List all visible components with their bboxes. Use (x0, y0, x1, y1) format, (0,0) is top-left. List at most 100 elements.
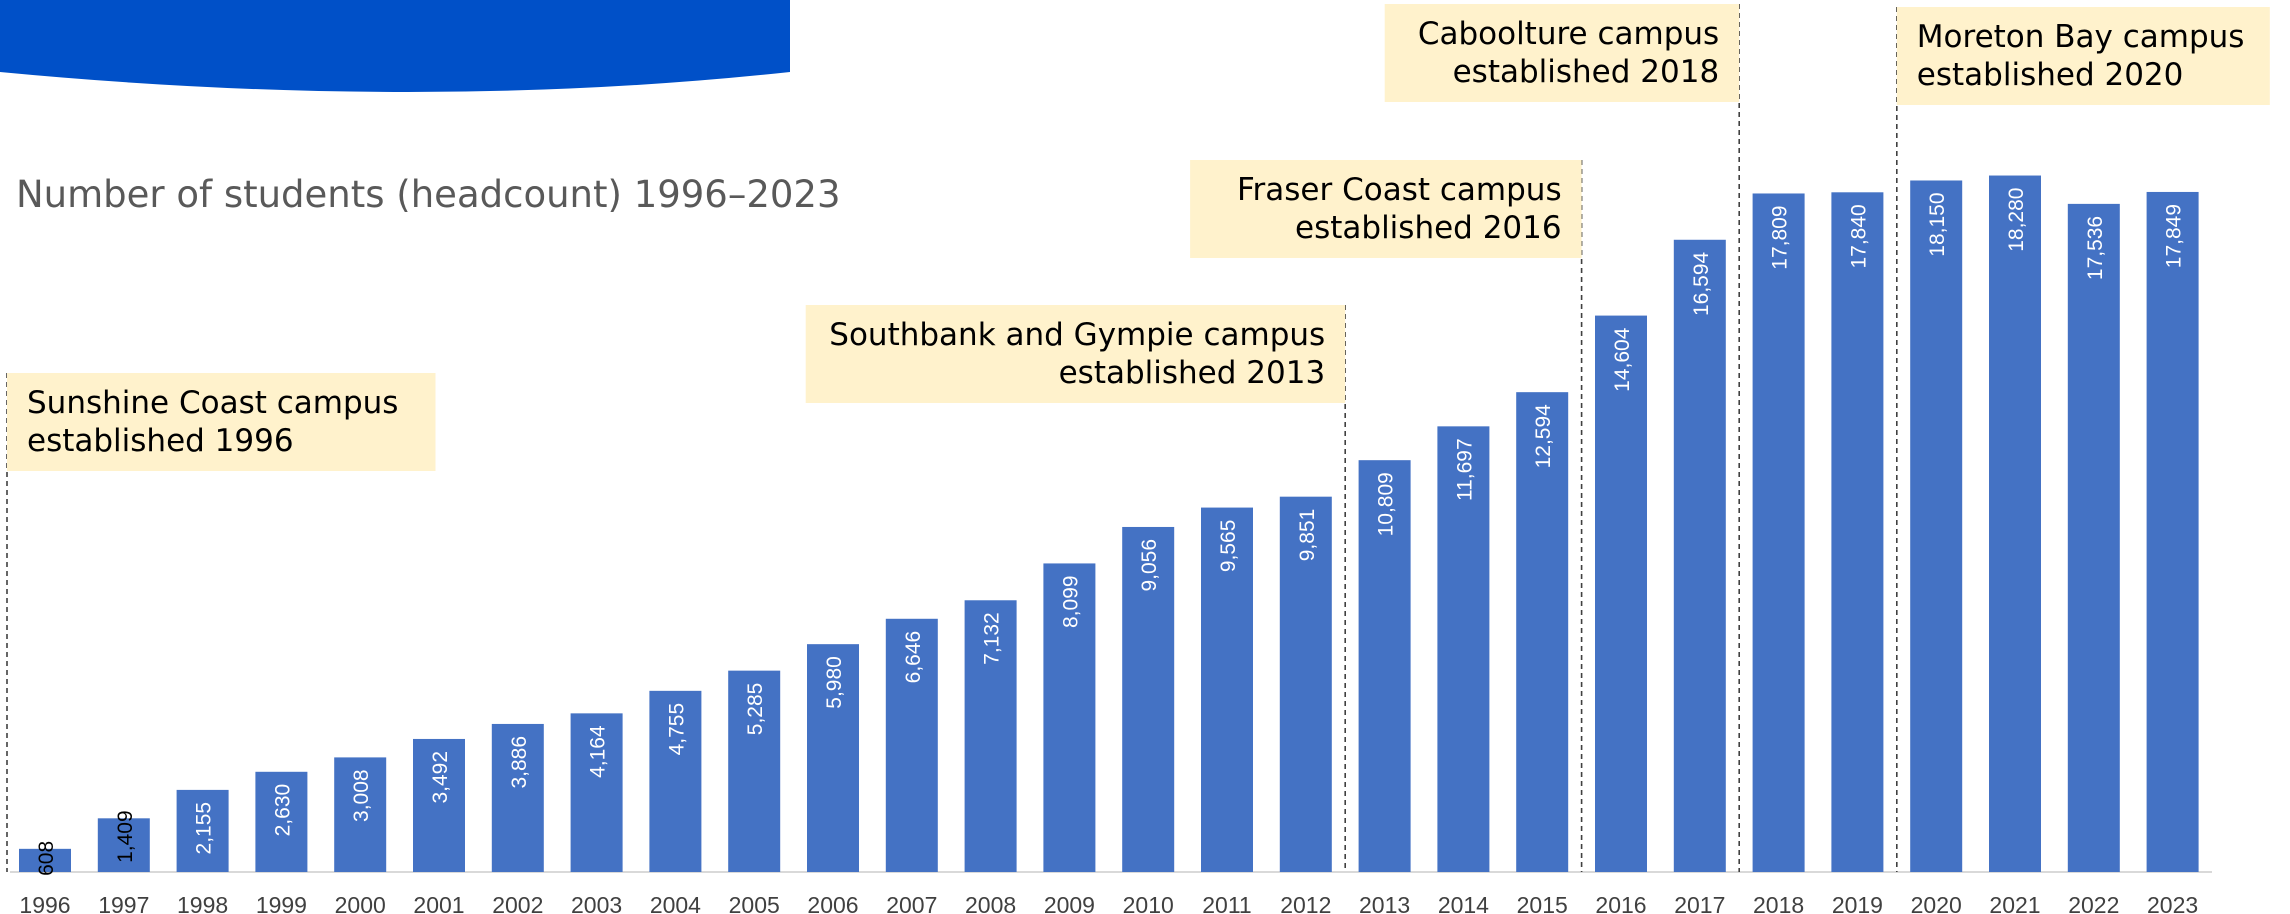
bar-2005 (728, 670, 781, 872)
x-tick-2004: 2004 (650, 892, 701, 914)
bar-2019 (1831, 192, 1884, 872)
data-label-2015: 12,594 (1532, 404, 1555, 469)
chart-title: Number of students (headcount) 1996–2023 (16, 173, 841, 216)
data-label-2022: 17,536 (2084, 216, 2107, 280)
data-label-2009: 8,099 (1059, 575, 1082, 628)
x-tick-2023: 2023 (2147, 892, 2198, 914)
bar-2009 (1043, 563, 1096, 872)
annotation-box-2016 (1190, 160, 1582, 258)
data-label-2005: 5,285 (744, 683, 767, 736)
annotation-text-1996-2: established 1996 (27, 423, 294, 459)
data-label-2013: 10,809 (1375, 472, 1398, 536)
decorative-banner (0, 0, 790, 92)
data-label-2023: 17,849 (2163, 204, 2186, 268)
data-label-1996: 608 (35, 841, 58, 876)
bar-2012 (1279, 496, 1332, 872)
bar-1996 (19, 848, 71, 872)
data-label-2000: 3,008 (350, 769, 373, 822)
x-tick-2009: 2009 (1044, 892, 1095, 914)
annotation-text-1996-1: Sunshine Coast campus (27, 385, 398, 421)
annotation-box-1996 (7, 373, 436, 471)
data-label-2008: 7,132 (981, 612, 1004, 665)
bar-2016 (1595, 315, 1647, 872)
x-tick-2019: 2019 (1832, 892, 1883, 914)
x-tick-2001: 2001 (413, 892, 464, 914)
bar-2003 (570, 713, 623, 872)
bar-2002 (491, 723, 544, 872)
x-tick-2000: 2000 (335, 892, 386, 914)
data-label-2016: 14,604 (1611, 327, 1634, 392)
bar-1997 (97, 818, 150, 872)
bar-2022 (2067, 203, 2120, 872)
x-tick-2016: 2016 (1595, 892, 1646, 914)
data-label-2021: 18,280 (2005, 188, 2028, 252)
bar-1999 (255, 771, 308, 872)
data-label-2019: 17,840 (1847, 204, 1870, 268)
x-tick-2018: 2018 (1753, 892, 1804, 914)
data-label-1999: 2,630 (271, 784, 294, 837)
bar-2010 (1122, 526, 1175, 872)
data-label-2018: 17,809 (1769, 205, 1792, 269)
bar-2004 (649, 690, 702, 872)
data-label-1997: 1,409 (114, 810, 137, 863)
data-label-2017: 16,594 (1690, 251, 1713, 316)
data-label-2007: 6,646 (902, 631, 925, 684)
bar-2014 (1437, 426, 1490, 872)
bar-2013 (1358, 460, 1411, 872)
x-tick-2021: 2021 (1989, 892, 2040, 914)
data-label-2004: 4,755 (665, 703, 688, 756)
annotation-text-2020-1: Moreton Bay campus (1917, 19, 2245, 55)
x-tick-2006: 2006 (807, 892, 858, 914)
x-tick-2014: 2014 (1438, 892, 1489, 914)
x-tick-2008: 2008 (965, 892, 1016, 914)
data-label-2012: 9,851 (1296, 509, 1319, 562)
x-tick-1996: 1996 (19, 892, 70, 914)
bar-2000 (334, 757, 387, 872)
x-tick-2012: 2012 (1280, 892, 1331, 914)
data-label-2010: 9,056 (1138, 539, 1161, 592)
x-tick-2010: 2010 (1123, 892, 1174, 914)
bar-2001 (413, 738, 465, 872)
annotation-box-2013 (805, 305, 1346, 403)
x-tick-2007: 2007 (886, 892, 937, 914)
x-tick-2020: 2020 (1911, 892, 1962, 914)
data-label-2014: 11,697 (1453, 438, 1476, 501)
x-tick-2015: 2015 (1517, 892, 1568, 914)
bar-2023 (2146, 191, 2199, 872)
bar-2017 (1673, 239, 1726, 872)
x-tick-1997: 1997 (98, 892, 149, 914)
x-tick-2002: 2002 (492, 892, 543, 914)
annotation-text-2016-2: established 2016 (1295, 210, 1562, 246)
x-tick-1999: 1999 (256, 892, 307, 914)
bar-2006 (807, 644, 859, 872)
x-tick-2011: 2011 (1202, 892, 1251, 914)
annotation-box-2018 (1384, 4, 1740, 102)
data-label-2006: 5,980 (823, 656, 846, 709)
data-label-2002: 3,886 (508, 736, 531, 789)
annotation-text-2018-1: Caboolture campus (1418, 16, 1719, 52)
data-label-2003: 4,164 (587, 725, 610, 778)
data-label-2011: 9,565 (1217, 520, 1240, 573)
data-label-1998: 2,155 (193, 802, 216, 855)
x-tick-2005: 2005 (729, 892, 780, 914)
annotation-box-2020 (1896, 7, 2270, 105)
bar-2007 (885, 618, 938, 872)
bar-2015 (1516, 392, 1569, 872)
bar-1998 (176, 789, 229, 872)
x-tick-2017: 2017 (1674, 892, 1725, 914)
data-label-2020: 18,150 (1926, 192, 1949, 256)
bar-2021 (1989, 175, 2041, 873)
x-tick-2013: 2013 (1359, 892, 1410, 914)
bars-group: 608 1,409 2,155 2,630 3,008 3,492 3,886 4,164 4,… (19, 175, 2199, 876)
bar-2020 (1910, 180, 1963, 873)
data-label-2001: 3,492 (429, 751, 452, 804)
bar-2011 (1201, 507, 1253, 872)
annotation-text-2013-2: established 2013 (1059, 355, 1326, 391)
x-axis-ticks: 1996 1997 1998 1999 2000 2001 2002 2003 2004 2005… (19, 892, 2198, 914)
bar-2018 (1752, 193, 1805, 872)
x-tick-2022: 2022 (2068, 892, 2119, 914)
annotation-text-2020-2: established 2020 (1917, 57, 2184, 93)
